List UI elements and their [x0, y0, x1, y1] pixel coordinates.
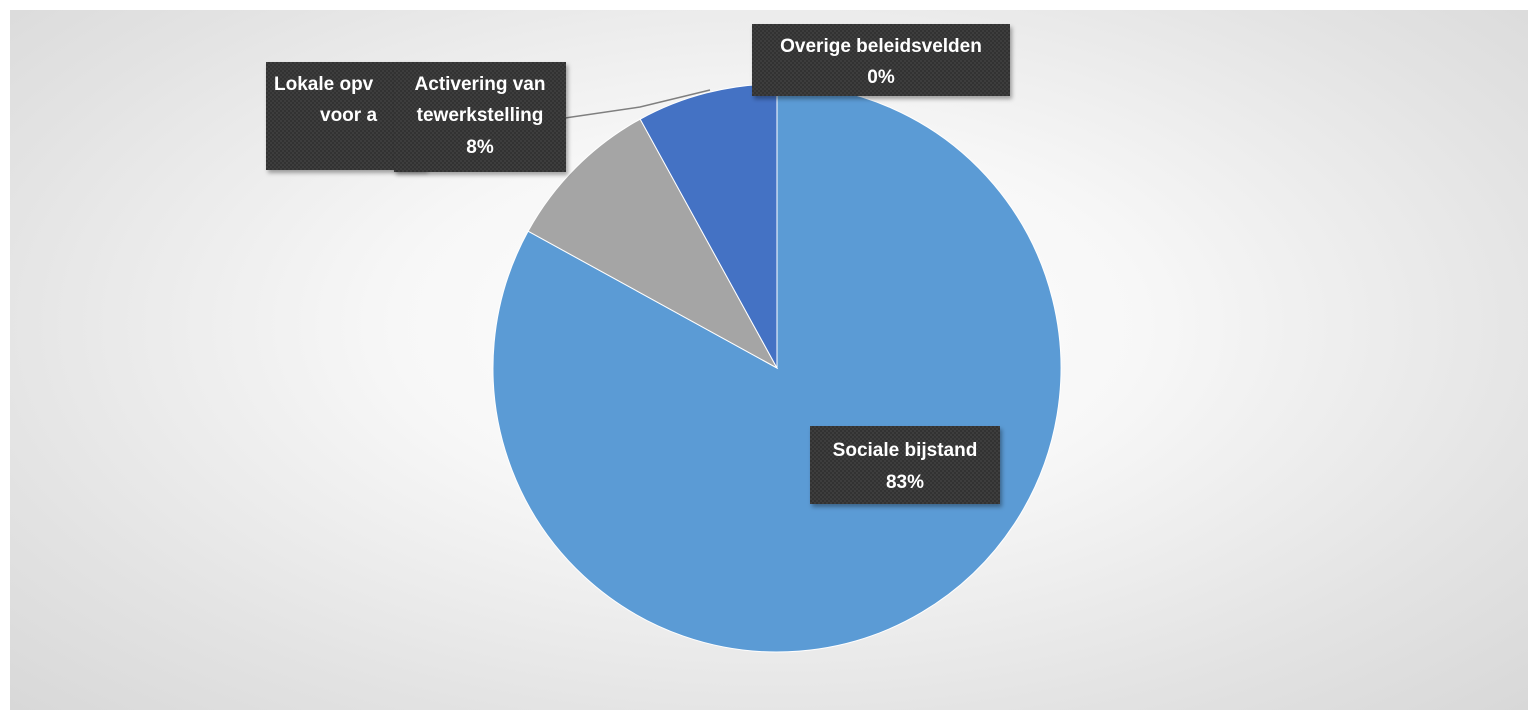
- leader-line-activering: [564, 89, 711, 119]
- data-label-activering: Activering van tewerkstelling 8%: [394, 62, 566, 172]
- activering-label-line2: tewerkstelling: [417, 105, 544, 126]
- overige-label-line2: 0%: [867, 67, 895, 88]
- activering-label-line1: Activering van: [415, 74, 546, 95]
- overige-label-line1: Overige beleidsvelden: [780, 36, 982, 57]
- lokale-label-line1: Lokale opv: [274, 74, 374, 95]
- pie-slices: [492, 83, 1062, 653]
- pie-chart: Lokale opv voor a Activering van tewerks…: [266, 24, 1062, 653]
- activering-label-line3: 8%: [466, 137, 494, 158]
- chart-area: Lokale opv voor a Activering van tewerks…: [10, 10, 1528, 710]
- sociale-label-line2: 83%: [886, 472, 924, 493]
- data-label-overige: Overige beleidsvelden 0%: [752, 24, 1010, 96]
- sociale-label-line1: Sociale bijstand: [833, 440, 978, 461]
- pie-slice-lokale-opvang-voor-asielzoekers: [527, 118, 779, 370]
- data-label-sociale-bijstand: Sociale bijstand 83%: [810, 426, 1000, 504]
- lokale-label-line2: voor a: [320, 105, 377, 126]
